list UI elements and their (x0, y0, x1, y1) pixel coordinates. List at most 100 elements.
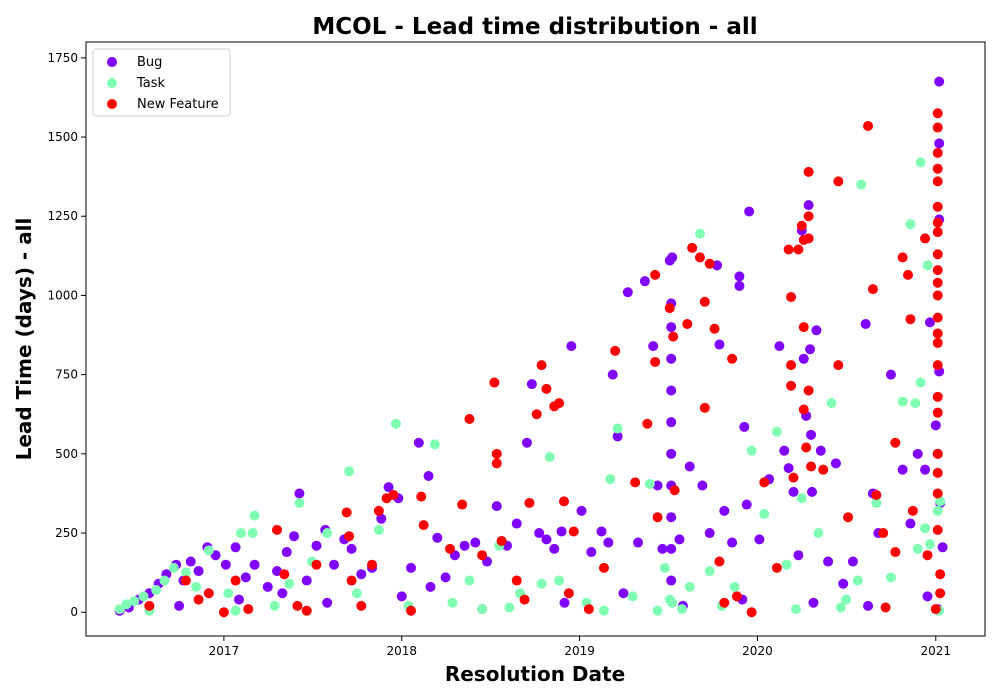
data-point-bug (823, 556, 834, 567)
data-point-bug (491, 501, 502, 512)
data-point-bug (240, 572, 251, 583)
data-point-task (835, 602, 846, 613)
data-point-new-feature (682, 318, 693, 329)
data-point-task (247, 528, 258, 539)
data-point-task (644, 478, 655, 489)
data-point-bug (666, 512, 677, 523)
y-tick-label: 1500 (47, 130, 78, 144)
data-point-bug (596, 526, 607, 537)
data-point-bug (521, 437, 532, 448)
data-point-new-feature (559, 496, 569, 507)
data-point-new-feature (416, 491, 427, 502)
legend-box (92, 48, 231, 117)
data-point-new-feature (491, 448, 502, 459)
y-tick-label: 1250 (47, 209, 78, 223)
data-point-task (935, 496, 946, 507)
data-point-task (235, 528, 246, 539)
data-point-new-feature (292, 600, 303, 611)
data-point-new-feature (796, 220, 807, 231)
data-point-bug (697, 480, 708, 491)
legend-marker-new-feature (107, 99, 117, 109)
data-point-new-feature (367, 559, 378, 570)
data-point-new-feature (180, 575, 191, 586)
data-point-new-feature (554, 398, 565, 409)
data-point-task (856, 179, 867, 190)
data-point-bug (607, 369, 618, 380)
data-point-new-feature (341, 507, 352, 518)
data-point-new-feature (932, 201, 943, 212)
data-point-new-feature (932, 328, 943, 339)
data-point-new-feature (786, 360, 797, 371)
data-point-bug (788, 486, 799, 497)
x-tick-label: 2020 (742, 644, 773, 658)
legend: Bug Task New Feature (92, 48, 231, 117)
data-point-task (344, 466, 355, 477)
data-point-new-feature (687, 242, 698, 253)
data-point-bug (262, 581, 273, 592)
data-point-bug (289, 531, 300, 542)
data-point-task (351, 588, 362, 599)
data-point-bug (885, 369, 896, 380)
y-tick-label: 1000 (47, 288, 78, 302)
data-point-new-feature (905, 314, 916, 325)
data-point-new-feature (930, 604, 941, 615)
data-point-new-feature (536, 360, 547, 371)
data-point-bug (294, 488, 305, 499)
legend-label-new-feature: New Feature (137, 97, 219, 112)
data-point-new-feature (932, 290, 943, 301)
data-point-bug (383, 482, 394, 493)
data-point-task (871, 497, 882, 508)
data-point-bug (459, 540, 470, 551)
data-point-task (826, 398, 837, 409)
data-point-new-feature (311, 559, 322, 570)
data-point-new-feature (630, 477, 641, 488)
data-point-bug (727, 537, 738, 548)
data-point-new-feature (650, 356, 661, 367)
data-point-new-feature (230, 575, 241, 586)
data-point-bug (376, 513, 387, 524)
data-point-new-feature (771, 562, 782, 573)
data-point-new-feature (746, 607, 757, 618)
data-point-bug (666, 543, 677, 554)
data-point-task (915, 377, 926, 388)
data-point-bug (863, 600, 874, 611)
data-point-bug (714, 339, 725, 350)
data-point-task (813, 528, 824, 539)
plot-frame (85, 41, 986, 637)
data-point-task (129, 596, 140, 607)
data-point-bug (618, 588, 629, 599)
data-point-task (322, 528, 333, 539)
data-point-new-feature (279, 569, 290, 580)
data-point-task (284, 578, 295, 589)
data-point-new-feature (932, 467, 943, 478)
data-point-bug (934, 76, 945, 87)
y-tick-label: 0 (70, 605, 78, 619)
data-point-bug (912, 448, 923, 459)
data-point-task (667, 597, 678, 608)
data-point-bug (806, 429, 817, 440)
data-point-task (746, 445, 757, 456)
data-point-bug (667, 252, 678, 263)
data-point-bug (277, 588, 288, 599)
data-point-new-feature (783, 244, 794, 255)
data-point-bug (346, 543, 357, 554)
data-point-new-feature (932, 249, 943, 260)
data-point-new-feature (731, 591, 742, 602)
data-point-task (390, 418, 401, 429)
data-point-task (138, 591, 149, 602)
data-point-new-feature (935, 569, 946, 580)
data-point-task (796, 493, 807, 504)
data-point-new-feature (932, 391, 943, 402)
data-point-bug (396, 591, 407, 602)
data-point-bug (838, 578, 849, 589)
data-point-new-feature (699, 402, 710, 413)
data-point-task (781, 559, 792, 570)
data-point-bug (739, 421, 750, 432)
data-point-bug (937, 542, 948, 553)
data-point-new-feature (932, 265, 943, 276)
data-point-bug (586, 547, 597, 558)
data-point-task (223, 588, 234, 599)
data-point-task (159, 575, 170, 586)
y-tick-label: 250 (55, 526, 78, 540)
data-point-bug (930, 420, 941, 431)
